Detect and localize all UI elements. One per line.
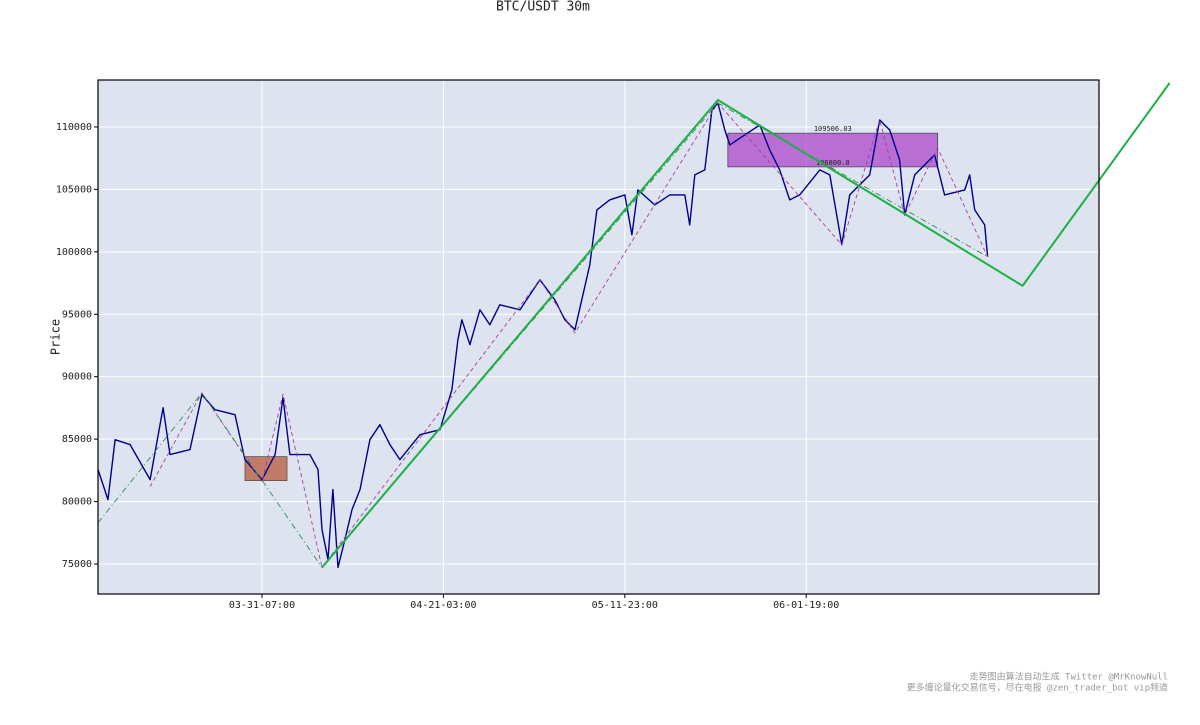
zone-label: 106800.0	[816, 159, 850, 167]
x-tick-label: 03-31-07:00	[229, 600, 295, 611]
y-tick-label: 110000	[56, 122, 92, 133]
x-tick-label: 05-11-23:00	[592, 600, 658, 611]
chart-title: BTC/USDT 30m	[496, 0, 590, 15]
x-tick-label: 04-21-03:00	[410, 600, 476, 611]
y-tick-label: 100000	[56, 247, 92, 258]
zone	[727, 132, 939, 168]
zone-label: 109506.03	[814, 125, 852, 133]
y-tick-label: 90000	[62, 372, 92, 383]
zone	[244, 456, 288, 481]
y-tick-label: 75000	[62, 559, 92, 570]
price-line	[321, 82, 1171, 569]
y-tick-label: 105000	[56, 184, 92, 195]
y-tick-label: 95000	[62, 309, 92, 320]
x-tick-label: 06-01-19:00	[773, 600, 839, 611]
y-axis-label: Price	[49, 319, 63, 355]
plot-area	[98, 80, 1099, 594]
y-tick-label: 85000	[62, 434, 92, 445]
y-tick-label: 80000	[62, 497, 92, 508]
footer-note: 更多缠论量化交易信号，尽在电报 @zen_trader_bot vip频道	[907, 682, 1168, 694]
plot-frame	[97, 79, 1100, 595]
price-line	[149, 102, 989, 568]
footer-note: 走势图由算法自动生成 Twitter @MrKnowNull	[970, 671, 1168, 683]
